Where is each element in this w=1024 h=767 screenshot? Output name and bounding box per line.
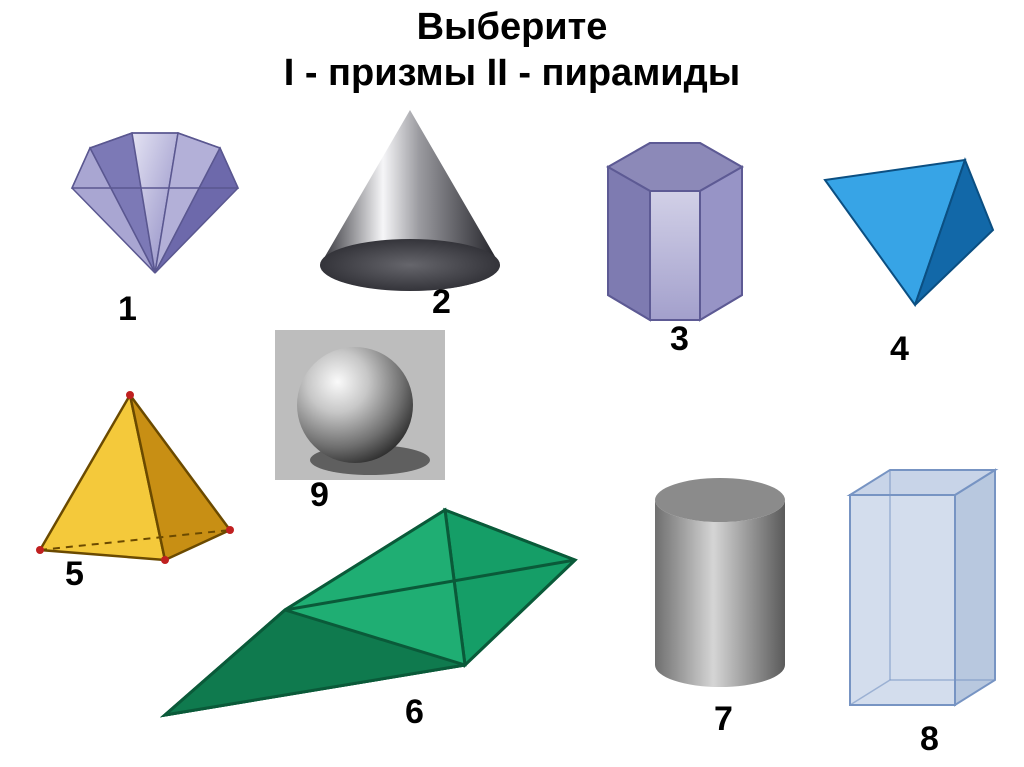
- shape-7-cylinder: [640, 470, 800, 700]
- label-8: 8: [920, 720, 939, 759]
- stage: Выберите I - призмы II - пирамиды: [0, 0, 1024, 767]
- title-line-2: I - призмы II - пирамиды: [0, 52, 1024, 95]
- label-6: 6: [405, 693, 424, 732]
- shape-9-sphere: [275, 330, 445, 480]
- shape-6-tri-prism: [145, 500, 595, 735]
- shape-4-tetra-blue: [815, 150, 1000, 325]
- title-line-1: Выберите: [0, 6, 1024, 49]
- shape-3-hex-prism: [580, 125, 770, 330]
- shape-8-cuboid: [840, 455, 1005, 715]
- label-3: 3: [670, 320, 689, 359]
- label-9: 9: [310, 476, 329, 515]
- label-4: 4: [890, 330, 909, 369]
- label-1: 1: [118, 290, 137, 329]
- label-5: 5: [65, 555, 84, 594]
- shape-2-cone: [305, 105, 515, 300]
- shape-1-pyramid-down: [60, 118, 250, 288]
- label-7: 7: [714, 700, 733, 739]
- label-2: 2: [432, 283, 451, 322]
